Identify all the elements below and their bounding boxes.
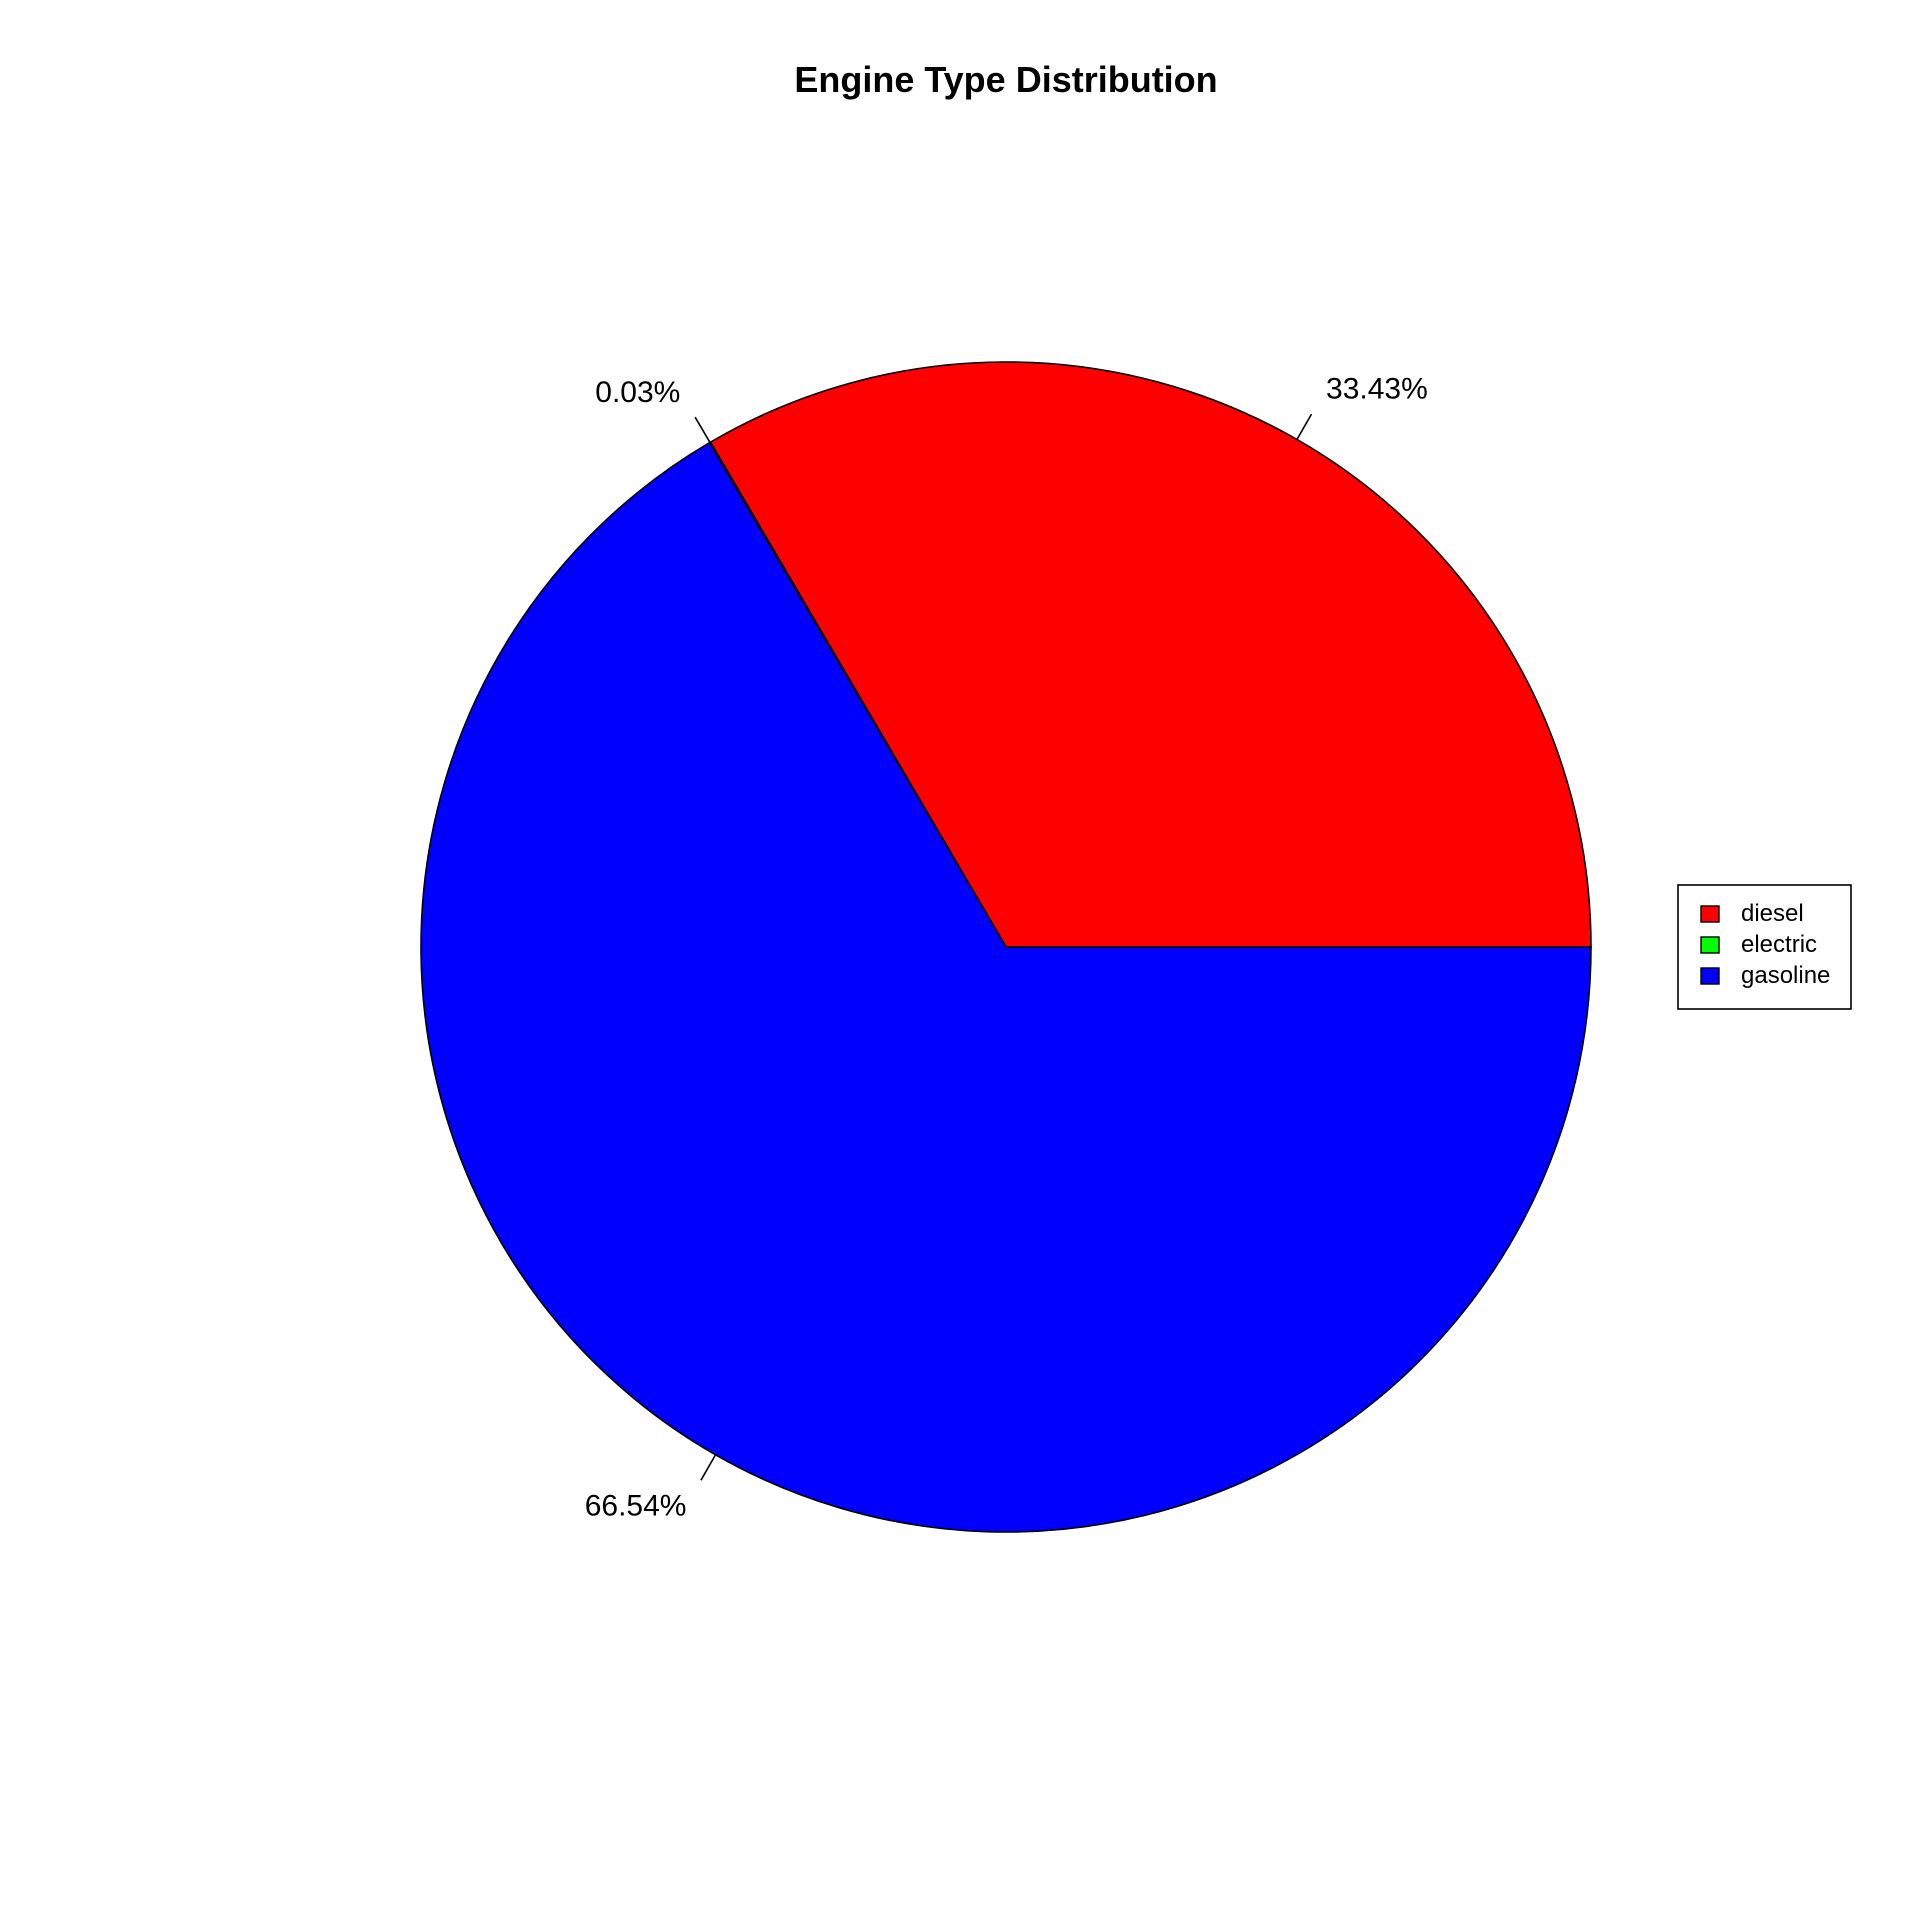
pie-label-tick-gasoline	[700, 1454, 717, 1481]
pie-slices	[420, 361, 1592, 1533]
pie-slice-label-electric: 0.03%	[595, 376, 680, 409]
legend-items: diesel electric gasoline	[1700, 900, 1830, 989]
legend: diesel electric gasoline	[1677, 884, 1852, 1010]
pie-slice-diesel	[709, 361, 1592, 948]
pie-slice-labels: 33.43% 0.03% 66.54%	[585, 373, 1428, 1523]
pie-slice-label-diesel: 33.43%	[1326, 373, 1428, 406]
pie-label-tick-diesel	[1296, 413, 1313, 440]
legend-swatch-gasoline	[1700, 967, 1720, 985]
legend-swatch-electric	[1700, 936, 1720, 954]
legend-swatch-diesel	[1700, 905, 1720, 923]
pie-label-tick-electric	[694, 416, 711, 443]
legend-label-gasoline: gasoline	[1741, 962, 1830, 989]
legend-label-electric: electric	[1741, 931, 1817, 958]
legend-label-diesel: diesel	[1741, 900, 1804, 927]
chart-title: Engine Type Distribution	[794, 59, 1217, 100]
pie-slice-label-gasoline: 66.54%	[585, 1490, 687, 1523]
